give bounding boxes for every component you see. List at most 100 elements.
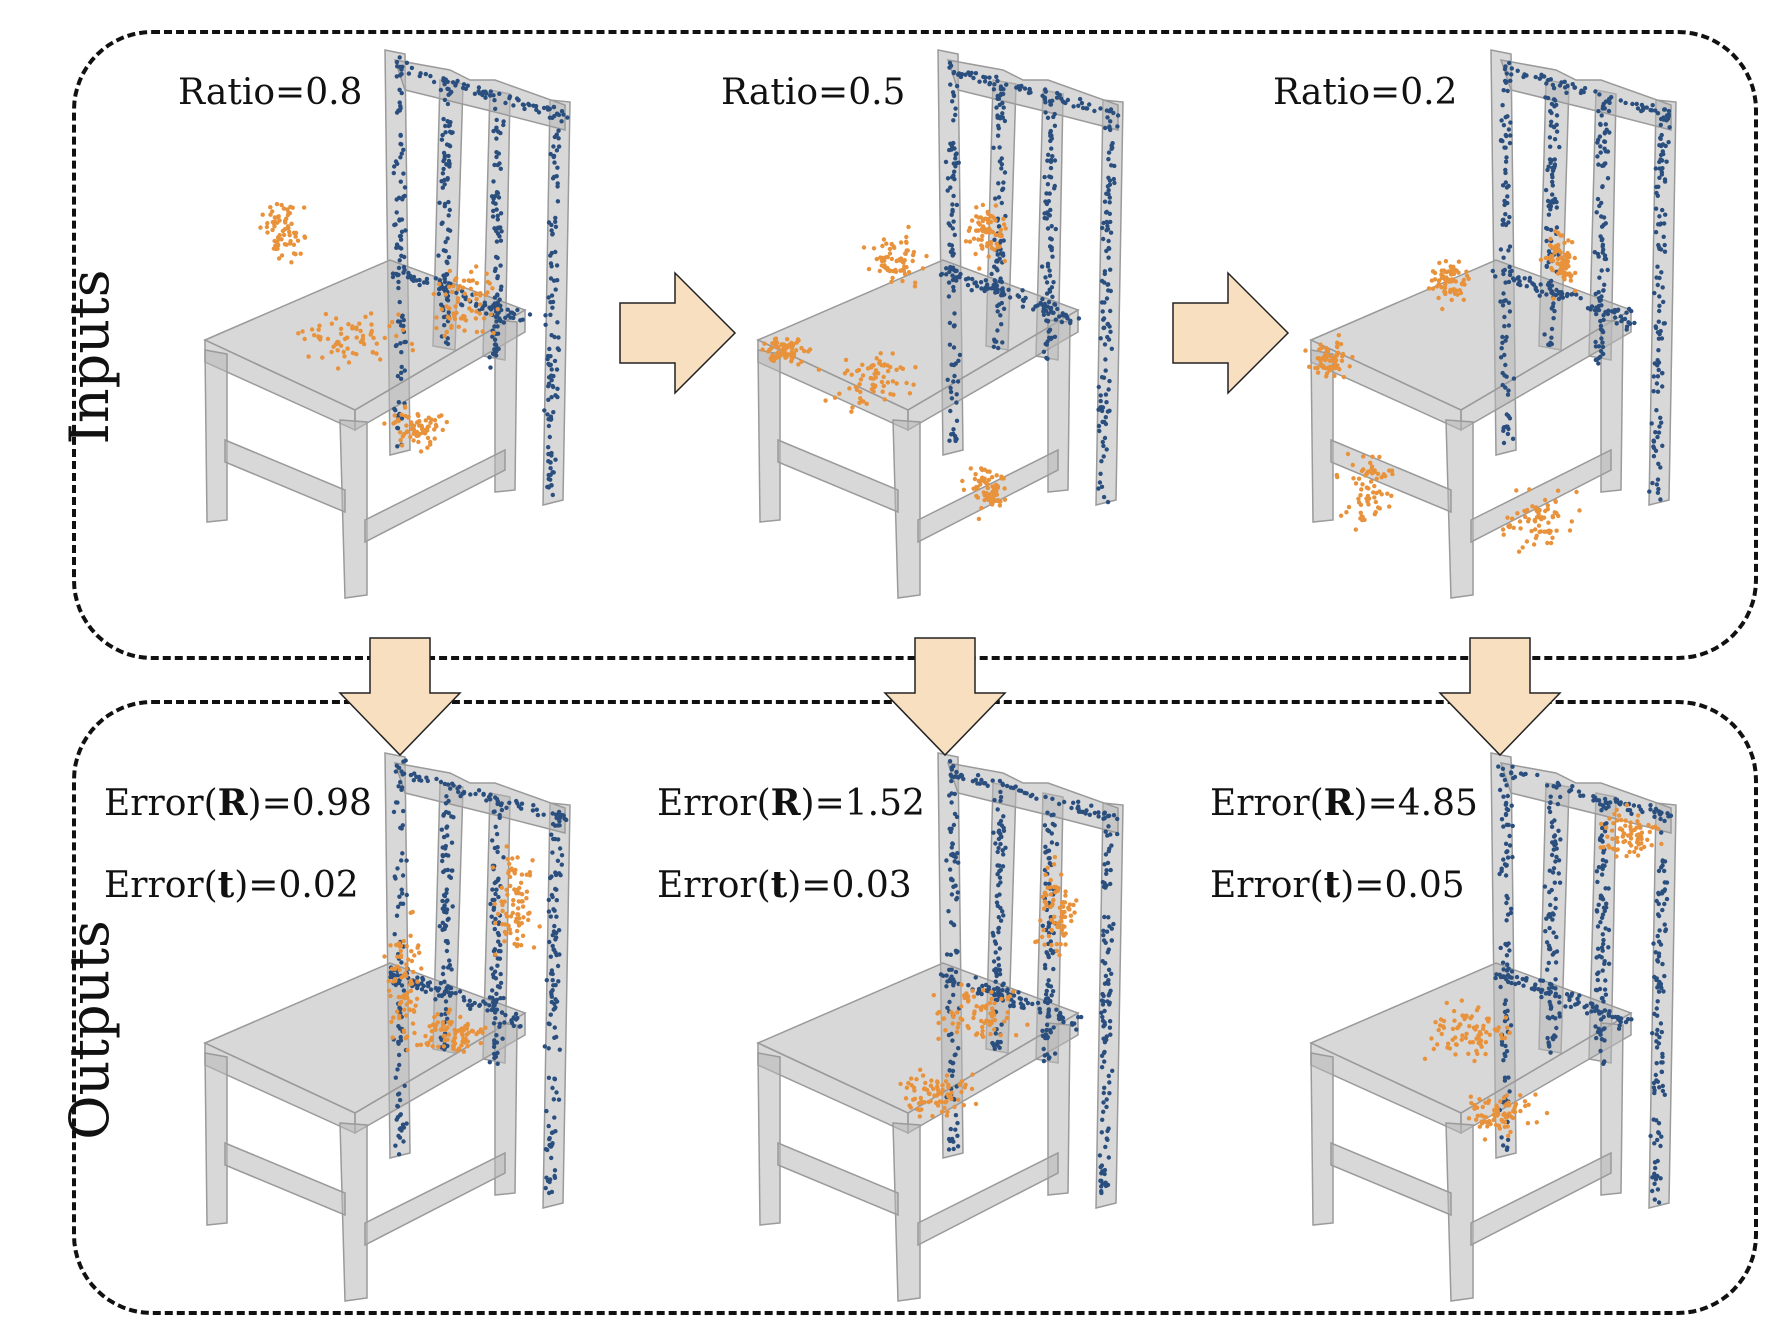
source-point [1598,821,1604,827]
target-point [442,182,447,187]
target-point [1107,200,1112,205]
target-point [1504,1049,1510,1054]
target-point [1103,1144,1108,1150]
target-point [1562,79,1567,84]
target-point [1108,881,1113,887]
target-point [394,74,399,79]
source-point [411,969,416,975]
target-point [551,1097,556,1102]
target-point [1099,1053,1105,1058]
source-point [398,948,403,954]
source-point [789,340,794,346]
source-point [393,420,398,425]
source-point [394,333,399,339]
source-point [957,1082,963,1088]
source-point [781,342,786,347]
target-point [1507,309,1513,314]
target-point [1058,1010,1063,1016]
target-point [951,219,956,224]
source-point [842,371,848,376]
target-point [1102,280,1107,285]
target-point [1000,781,1005,786]
target-point [1551,301,1556,306]
target-point [991,87,997,92]
target-point [492,947,498,952]
target-point [1511,376,1517,381]
source-point [460,1032,465,1038]
target-point [1500,960,1506,965]
target-point [1594,311,1599,317]
target-point [949,778,954,784]
target-point [399,416,405,421]
source-point [1466,1116,1472,1121]
target-point [956,860,961,865]
source-point [440,1020,445,1025]
target-point [1656,954,1662,959]
source-point [430,1022,436,1027]
target-point [1507,272,1513,278]
target-point [488,307,494,312]
target-point [498,980,504,986]
target-point [1047,273,1053,278]
target-point [1564,90,1569,95]
target-point [495,1061,500,1066]
target-point [555,346,560,351]
target-point [1111,813,1117,818]
source-point [1632,827,1637,832]
source-point [429,1035,435,1040]
chair-seat [1309,259,1633,411]
target-point [982,79,988,84]
target-point [1107,1002,1112,1007]
source-point [889,279,894,284]
target-point [433,276,438,281]
target-point [449,89,454,95]
target-point [1660,166,1665,171]
target-point [1051,1025,1056,1030]
target-point [1651,1080,1657,1086]
target-point [549,333,554,338]
target-point [1657,294,1662,299]
source-point [907,391,913,396]
target-point [971,75,976,81]
target-point [555,199,561,204]
source-point [1523,1103,1528,1109]
target-point [497,234,502,239]
source-point [467,306,472,311]
target-point [547,363,552,368]
target-point [1655,282,1660,288]
target-point [1599,224,1605,229]
rotation-error-label-3: Error(R)=4.85 [1210,782,1478,824]
source-point [898,1081,903,1087]
target-point [1505,114,1510,119]
chair-leg-front-right [1445,419,1474,599]
target-point [454,290,459,295]
target-point [1052,1051,1058,1056]
source-point [312,333,317,338]
target-point [1508,910,1514,916]
target-point [992,1042,997,1047]
source-point [491,330,496,336]
source-point [405,1047,410,1053]
source-point [994,473,999,478]
source-point [1338,341,1344,347]
target-point [1653,950,1658,955]
source-point [350,350,356,356]
target-point [437,924,442,929]
target-point [1551,912,1556,917]
source-point [993,232,998,238]
target-point [1001,306,1007,311]
source-point [1498,1099,1503,1104]
source-point [1517,519,1523,524]
target-point [489,194,495,199]
target-point [1050,989,1056,994]
target-point [1556,871,1561,876]
target-point [1550,183,1555,188]
target-point [947,342,953,347]
source-point [913,365,918,370]
target-point [399,314,405,320]
target-point [492,845,498,851]
target-point [1508,133,1513,138]
target-point [483,95,488,100]
source-point [858,377,864,382]
target-point [951,774,956,780]
